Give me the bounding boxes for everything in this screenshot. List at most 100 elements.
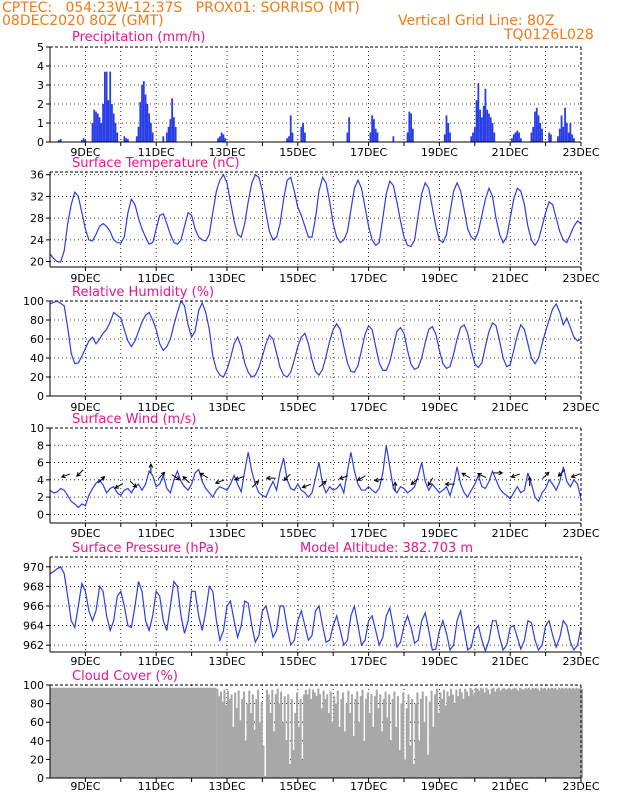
pressure-xtick-label: 9DEC <box>70 655 100 668</box>
cloud-cover-cloud-col <box>453 703 456 778</box>
cloud-cover-cloud-col <box>441 698 444 778</box>
cloud-cover-cloud-col <box>271 689 274 778</box>
cloud-cover-ytick-label: 0 <box>37 772 44 785</box>
cloud-cover-cloud-col <box>313 692 316 778</box>
cloud-cover-cloud-col <box>458 688 461 778</box>
cloud-cover-cloud-col <box>425 696 428 778</box>
wind-arrow <box>410 478 419 486</box>
cloud-cover-cloud-col <box>439 692 442 778</box>
precipitation-bar <box>564 107 566 142</box>
wind-arrow <box>214 479 225 485</box>
cloud-cover-cloud-col <box>465 691 469 778</box>
precipitation-bar <box>406 132 409 142</box>
wind-arrow <box>283 473 291 482</box>
precipitation-bar <box>219 136 221 142</box>
wind-arrow <box>265 475 276 481</box>
precipitation-bar <box>376 132 379 142</box>
precipitation-xtick-label: 23DEC <box>562 146 599 159</box>
wind-arrow <box>476 472 487 478</box>
cloud-cover-cloud-col <box>404 759 407 778</box>
panel-surface-wind: 0 2 4 6 8 10 9DEC 11DEC 13DEC 15DEC 17DEC 19DEC 21DE… <box>30 412 600 540</box>
precipitation-bar <box>410 113 412 142</box>
cloud-cover-cloud-col <box>573 688 576 778</box>
cloud-cover-cloud-col <box>412 764 415 778</box>
cloud-cover-cloud-col <box>326 694 329 778</box>
precipitation-bar <box>537 115 540 142</box>
cloud-cover-xtick-label: 9DEC <box>70 780 100 793</box>
header-run-date: 08DEC2020 80Z (GMT) <box>2 13 164 29</box>
cloud-cover-cloud-col <box>508 687 511 778</box>
wind-ytick-label: 10 <box>30 422 44 435</box>
wind-xtick-label: 11DEC <box>138 527 175 540</box>
cloud-cover-cloud-col <box>570 688 573 778</box>
precipitation-bar <box>217 138 220 142</box>
precipitation-bar <box>557 136 559 142</box>
cloud-cover-cloud-col <box>437 712 440 778</box>
wind-arrow <box>301 483 312 489</box>
cloud-cover-cloud-col <box>235 708 238 778</box>
cloud-cover-cloud-col <box>287 694 290 778</box>
wind-arrow <box>338 475 349 480</box>
temperature-xtick-label: 13DEC <box>208 272 245 285</box>
wind-xtick-label: 23DEC <box>562 527 599 540</box>
wind-title: Surface Wind (m/s) <box>72 412 196 427</box>
cloud-cover-cloud-col <box>533 688 536 778</box>
cloud-cover-cloud-col <box>395 726 398 778</box>
cloud-cover-cloud-col <box>258 722 261 778</box>
cloud-cover-cloud-col <box>407 694 410 778</box>
pressure-subtitle: Model Altitude: 382.703 m <box>300 541 473 556</box>
cloud-cover-cloud-col <box>219 691 222 778</box>
precipitation-bar <box>125 138 128 142</box>
cloud-cover-cloud-col <box>267 694 270 778</box>
cloud-cover-cloud-col <box>561 687 564 778</box>
precipitation-ytick-label: 1 <box>37 117 44 130</box>
temperature-xtick-label: 23DEC <box>562 272 599 285</box>
cloud-cover-cloud-col <box>552 688 555 778</box>
cloud-cover-cloud-col <box>393 691 396 778</box>
cloud-cover-cloud-col <box>262 745 265 778</box>
precipitation-bar <box>573 138 575 142</box>
cloud-cover-cloud-col <box>363 740 366 778</box>
cloud-cover-cloud-col <box>446 691 449 778</box>
cloud-cover-cloud-col <box>565 687 568 778</box>
cloud-cover-cloud-col <box>223 689 226 778</box>
cloud-cover-cloud-col <box>253 729 256 778</box>
wind-arrow <box>444 481 455 487</box>
wind-arrow <box>129 480 138 489</box>
cloud-cover-cloud-col <box>566 688 569 778</box>
cloud-cover-cloud-col <box>398 750 401 778</box>
humidity-xtick-label: 13DEC <box>208 401 245 414</box>
temperature-ytick-label: 32 <box>30 190 44 203</box>
cloud-cover-cloud-col <box>428 701 431 778</box>
temperature-xtick-label: 17DEC <box>350 272 387 285</box>
cloud-cover-cloud-col <box>304 689 307 778</box>
precipitation-bar <box>411 128 414 142</box>
humidity-ytick-label: 0 <box>37 390 44 403</box>
cloud-cover-cloud-col <box>278 703 281 778</box>
cloud-cover-cloud-col <box>450 688 453 778</box>
cloud-cover-cloud-col <box>554 687 557 778</box>
cloud-cover-cloud-col <box>265 689 269 778</box>
wind-arrow <box>157 471 166 480</box>
temperature-ytick-label: 28 <box>30 212 44 225</box>
precipitation-xtick-label: 17DEC <box>350 146 387 159</box>
cloud-cover-cloud-col <box>529 689 532 778</box>
cloud-cover-cloud-col <box>347 690 350 778</box>
precipitation-bar <box>171 98 174 142</box>
cloud-cover-cloud-col <box>303 694 306 778</box>
cloud-cover-cloud-col <box>345 703 348 778</box>
cloud-cover-cloud-col <box>527 687 530 778</box>
precipitation-bar <box>222 134 225 142</box>
cloud-cover-cloud-col <box>457 696 460 778</box>
cloud-cover-cloud-col <box>322 690 325 778</box>
precipitation-bar <box>565 123 568 142</box>
precipitation-xtick-label: 9DEC <box>70 146 100 159</box>
precipitation-bar <box>123 136 126 142</box>
cloud-cover-cloud-col <box>324 698 327 778</box>
wind-arrow <box>251 480 260 488</box>
precipitation-bar <box>567 132 570 142</box>
panel-surface-pressure: 962 964 966 968 970 9DEC 11DEC 13DEC 15DEC 17DEC 1… <box>23 541 600 668</box>
humidity-xtick-label: 9DEC <box>70 401 100 414</box>
wind-arrow <box>557 469 566 477</box>
cloud-cover-cloud-col <box>294 712 297 778</box>
